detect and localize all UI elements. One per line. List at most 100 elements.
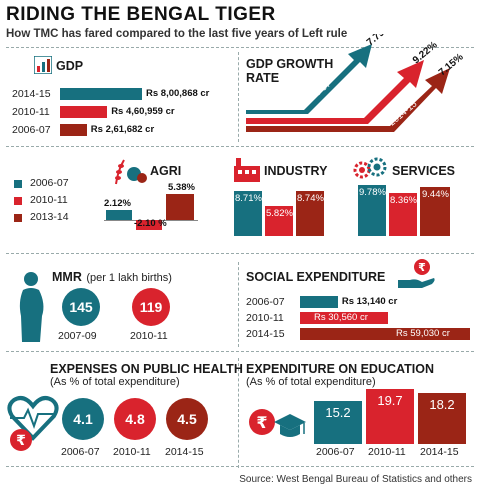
gdp-value-label: Rs 2,61,682 cr [90,124,155,135]
divider [6,47,474,48]
social-year-label: 2006-07 [246,296,285,308]
page-subtitle: How TMC has fared compared to the last f… [6,28,348,40]
svg-text:₹: ₹ [256,413,267,432]
page-title: RIDING THE BENGAL TIGER [6,4,276,25]
services-bar [358,185,386,236]
legend-label: 2010-11 [30,194,68,206]
industry-bar [265,205,293,236]
education-value-label: 15.2 [325,405,351,421]
gdp-year-label: 2010-11 [12,106,50,118]
mmr-value-circle: 119 [132,288,170,326]
services-chart: 9.78% 8.36% 9.44% [356,184,452,236]
growth-value-label: 7.15% [437,52,466,79]
divider [6,253,474,254]
health-value-circle: 4.1 [62,398,104,440]
divider [238,262,239,347]
social-value-label: Rs 13,140 cr [341,296,398,307]
growth-value-label: 9.22% [411,40,440,67]
svg-text:₹: ₹ [418,261,426,274]
services-title: SERVICES [392,164,455,178]
legend-label: 2006-07 [30,177,69,189]
agri-value-label: 2.12% [104,197,131,209]
source-note: Source: West Bengal Bureau of Statistics… [239,474,472,485]
bar-chart-icon [34,56,52,74]
growth-value-label: 7.79% [365,34,394,48]
mmr-year-label: 2007-09 [58,330,97,342]
services-value-label: 9.78% [359,187,386,199]
social-value-label: Rs 30,560 cr [314,312,368,323]
services-value-label: 9.44% [422,188,449,200]
education-year-label: 2014-15 [420,446,459,458]
gdp-value-label: Rs 4,60,959 cr [111,106,175,117]
industry-value-label: 8.71% [235,192,262,204]
agri-bar [166,194,194,220]
industry-value-label: 5.82% [266,207,293,219]
gdp-growth-chart: 2006-07 2010-11 2014-15 7.79% 9.22% 7.15… [246,34,466,132]
agriculture-icon [115,159,147,185]
social-value-label: Rs 59,030 cr [396,328,450,339]
gdp-title: GDP [56,59,84,73]
agri-bar [106,209,132,220]
industry-bar [296,190,324,236]
divider [238,358,239,468]
gdp-bar [60,124,87,136]
social-year-label: 2014-15 [246,328,285,340]
rupee-graduation-cap-icon: ₹ [249,409,306,437]
education-value-label: 18.2 [429,397,455,413]
education-bar [366,388,414,444]
divider [238,52,239,142]
social-expenditure-chart: 2006-07 Rs 13,140 cr 2010-11 Rs 30,560 c… [246,296,472,346]
health-value-circle: 4.5 [166,398,208,440]
health-year-label: 2006-07 [61,446,100,458]
health-value-circle: 4.8 [114,398,156,440]
education-title: EXPENDITURE ON EDUCATION [246,362,434,376]
gdp-year-label: 2014-15 [12,88,51,100]
social-expenditure-title: SOCIAL EXPENDITURE [246,270,386,284]
mmr-title-row: MMR (per 1 lakh births) [52,268,172,286]
health-year-label: 2010-11 [113,446,151,458]
gdp-growth-title: GDP GROWTH RATE [246,57,334,85]
heart-rupee-icon: ₹ [7,396,59,451]
services-bar [389,192,417,236]
education-chart: 15.2 19.7 18.2 [310,386,474,444]
social-bar [300,312,388,324]
education-year-label: 2010-11 [368,446,406,458]
agri-bar [136,220,162,231]
legend-swatch [14,214,22,222]
pregnant-woman-icon [19,272,44,342]
services-value-label: 8.36% [390,194,417,206]
gdp-value-label: Rs 8,00,868 cr [146,88,210,99]
education-note: (As % of total expenditure) [246,376,376,388]
services-bar [420,186,450,236]
growth-arrow-2010-11 [246,60,424,124]
education-bar [418,393,466,444]
legend-label: 2013-14 [30,211,69,223]
growth-year-label: 2014-15 [387,99,419,128]
health-year-label: 2014-15 [165,446,204,458]
education-value-label: 19.7 [377,392,403,408]
divider [6,466,474,467]
social-bar [300,328,470,340]
social-year-label: 2010-11 [246,312,284,324]
agri-chart: 2.12% -2.10 % 5.38% [104,182,198,246]
rupee-hand-icon: ₹ [398,259,435,288]
industry-value-label: 8.74% [297,192,324,204]
legend-swatch [14,197,22,205]
public-health-note: (As % of total expenditure) [50,376,180,388]
factory-icon [234,158,260,182]
industry-chart: 8.71% 5.82% 8.74% [232,184,326,236]
gdp-chart: 2014-15 Rs 8,00,868 cr 2010-11 Rs 4,60,9… [8,86,236,142]
gears-icon [353,157,387,179]
public-health-title: EXPENSES ON PUBLIC HEALTH [50,362,243,376]
svg-text:₹: ₹ [16,433,26,449]
growth-arrow-2006-07 [246,44,372,114]
agri-value-label: -2.10 % [134,218,167,229]
education-bar [314,401,362,444]
education-year-label: 2006-07 [316,446,355,458]
agri-value-label: 5.38% [168,182,195,194]
divider [6,351,474,352]
mmr-value-circle: 145 [62,288,100,326]
mmr-note: (per 1 lakh births) [86,272,172,284]
agri-title: AGRI [150,164,182,178]
gdp-bar [60,88,142,100]
